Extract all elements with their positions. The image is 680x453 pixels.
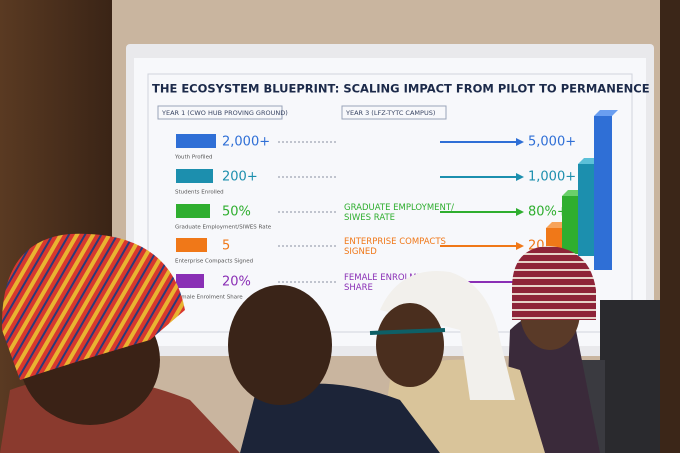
year3-value: 5,000+ [528, 135, 576, 150]
metric: ENTERPRISE COMPACTS SIGNED [344, 237, 446, 257]
year1-value: 50% [222, 205, 251, 220]
icon [176, 169, 213, 183]
label-box [341, 105, 447, 120]
year1-caption: Enterprise Compacts Signed [175, 259, 253, 265]
year1-value: 5 [222, 239, 230, 254]
label-box [157, 105, 283, 120]
year1-caption: Female Enrolment Share [175, 295, 243, 301]
icon [176, 204, 210, 218]
glasses [369, 328, 446, 335]
year3-value: 1,000+ [528, 170, 576, 185]
arrow-head [516, 173, 524, 181]
icon [176, 134, 216, 148]
year1-value: 20% [222, 275, 251, 290]
slide-title: THE ECOSYSTEM BLUEPRINT: SCALING IMPACT … [152, 82, 650, 96]
year1-caption: Youth Profiled [174, 155, 212, 161]
arrow-head [516, 242, 524, 250]
bar-graphic [546, 110, 618, 270]
cap [512, 246, 596, 320]
metric: GRADUATE EMPLOYMENT/SIWES RATE [344, 203, 454, 223]
metric: FEMALE ENROLMENT SHARE [344, 273, 434, 293]
wood-panel [660, 0, 680, 453]
rows: 2,000+ Youth Profiled 5,000+ 200+ Students E… [174, 134, 576, 301]
head [228, 285, 332, 405]
chair [600, 300, 660, 453]
year1-caption: Graduate Employment/SIWES Rate [175, 225, 272, 231]
year3-value: 80%+ [528, 205, 568, 220]
year1-label: YEAR 1 (CWO HUB PROVING GROUND) [161, 109, 288, 117]
head [376, 303, 444, 387]
year1-value: 200+ [222, 170, 258, 185]
cap [1, 233, 186, 380]
icon [176, 274, 204, 288]
year3-label: YEAR 3 (LFZ-TYTC CAMPUS) [345, 109, 435, 117]
year1-caption: Students Enrolled [175, 190, 224, 196]
year1-value: 2,000+ [222, 135, 270, 150]
arrow-head [516, 208, 524, 216]
arrow-head [516, 138, 524, 146]
icon [176, 238, 207, 252]
